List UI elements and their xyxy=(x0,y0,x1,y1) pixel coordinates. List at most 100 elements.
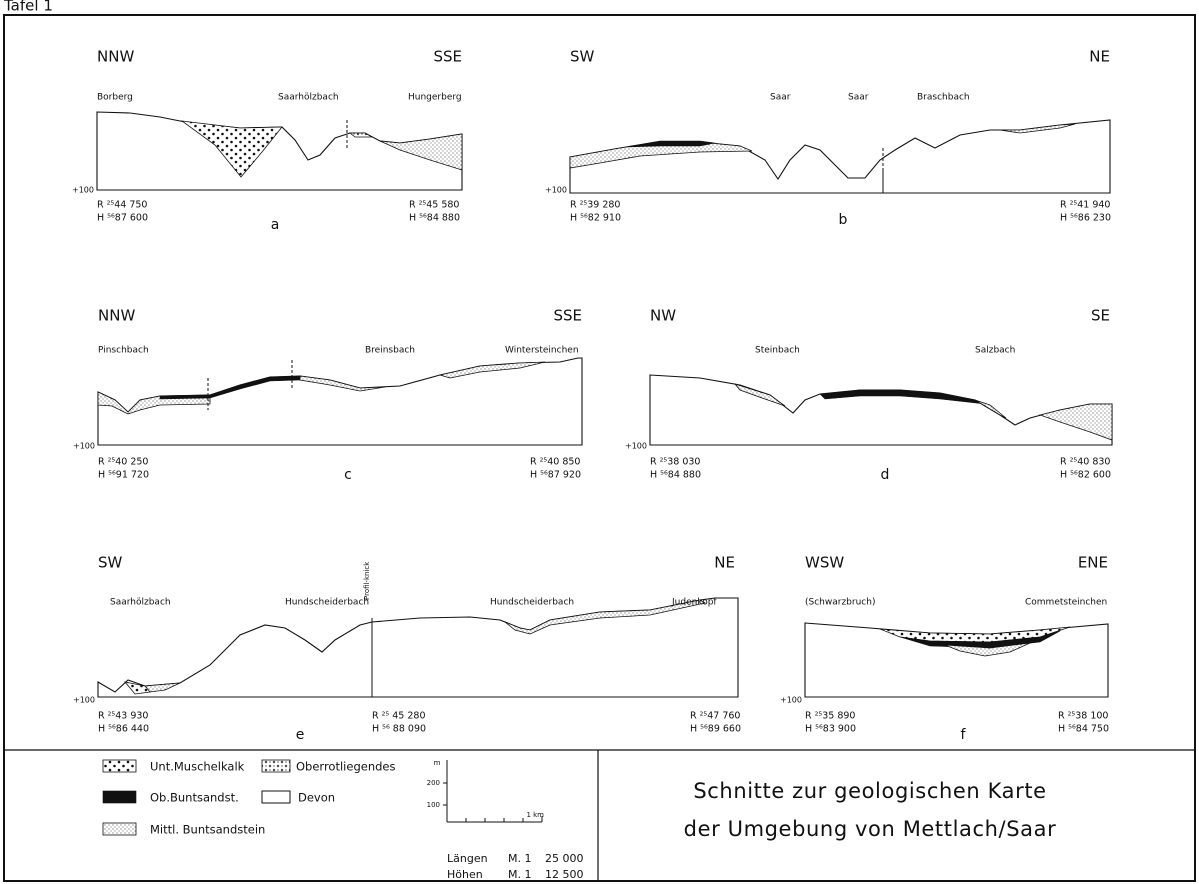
section-letter: b xyxy=(839,212,848,228)
base-label: +100 xyxy=(73,442,95,451)
sheet-label: Tafel 1 xyxy=(3,0,53,15)
coordinate: R ²⁵43 930 xyxy=(98,711,148,722)
coordinate: H ⁵⁶82 910 xyxy=(570,213,621,224)
coordinate: R ²⁵40 250 xyxy=(98,457,148,468)
coordinate: H ⁵⁶82 600 xyxy=(1060,470,1111,481)
coordinate: R ²⁵39 280 xyxy=(570,200,620,211)
direction-label: NW xyxy=(650,307,676,325)
page: {"header": {"title": "Tafel 1"}, "sectio… xyxy=(0,0,1199,884)
coordinate: H ⁵⁶86 440 xyxy=(98,724,149,735)
place-label: Saar xyxy=(848,93,869,103)
title-line: Schnitte zur geologischen Karte xyxy=(693,779,1046,803)
profile-outline xyxy=(650,375,1112,445)
direction-label: ENE xyxy=(1078,554,1108,572)
coordinate: H ⁵⁶84 750 xyxy=(1058,724,1109,735)
legend-label: Ob.Buntsandst. xyxy=(150,791,239,805)
coordinate: H ⁵⁶87 600 xyxy=(97,213,148,224)
direction-label: SSE xyxy=(433,48,462,66)
direction-label: WSW xyxy=(805,554,844,572)
profile-b xyxy=(570,120,1110,193)
coordinate: R ²⁵40 850 xyxy=(530,457,580,468)
place-label: Saar xyxy=(770,93,791,103)
coordinate: R ²⁵ 45 280 xyxy=(372,711,426,722)
place-label: Saarhölzbach xyxy=(278,93,339,103)
legend-swatch xyxy=(103,760,136,772)
base-label: +100 xyxy=(72,186,94,195)
direction-label: NNW xyxy=(97,48,134,66)
profile-a xyxy=(97,112,462,190)
coordinate: H ⁵⁶89 660 xyxy=(690,724,741,735)
coordinate: R ²⁵40 830 xyxy=(1060,457,1110,468)
title-line: der Umgebung von Mettlach/Saar xyxy=(684,817,1057,841)
legend-label: Oberrotliegendes xyxy=(296,760,395,774)
sheet: Tafel 1 NNW SSE Borberg Saarhölzbach Hungerbe… xyxy=(0,0,1199,884)
legend-label: Mittl. Buntsandstein xyxy=(150,823,265,837)
legend-swatch xyxy=(262,760,290,772)
place-label: Judenkopf xyxy=(671,598,717,608)
base-label: +100 xyxy=(780,696,802,705)
profile-f xyxy=(805,623,1108,697)
base-label: +100 xyxy=(625,442,647,451)
place-label: Salzbach xyxy=(975,346,1015,356)
profile-c xyxy=(98,358,582,445)
direction-label: NE xyxy=(1089,48,1110,66)
legend-label: Unt.Muschelkalk xyxy=(150,760,245,774)
coordinate: R ²⁵47 760 xyxy=(690,711,740,722)
scale-text: Höhen xyxy=(447,868,483,881)
coordinate: H ⁵⁶ 88 090 xyxy=(372,724,426,735)
coordinate: H ⁵⁶91 720 xyxy=(98,470,149,481)
base-label: +100 xyxy=(73,696,95,705)
place-label: Wintersteinchen xyxy=(505,346,579,356)
scale-text: 25 000 xyxy=(545,852,584,865)
place-label: Breinsbach xyxy=(365,346,415,356)
coordinate: H ⁵⁶83 900 xyxy=(805,724,856,735)
place-label: Pinschbach xyxy=(98,346,149,356)
scale-text: M. 1 xyxy=(508,852,531,865)
place-label: Saarhölzbach xyxy=(110,598,171,608)
direction-label: SW xyxy=(570,48,595,66)
section-letter: f xyxy=(961,727,967,743)
place-label: Steinbach xyxy=(755,346,800,356)
coordinate: R ²⁵35 890 xyxy=(805,711,855,722)
scale-text: Längen xyxy=(447,852,488,865)
scale-distance: 1 km xyxy=(526,811,544,819)
kink-label: Profil-knick xyxy=(363,561,371,600)
place-label: (Schwarzbruch) xyxy=(805,598,875,608)
legend-swatch xyxy=(103,823,136,835)
direction-label: SE xyxy=(1091,307,1110,325)
section-letter: a xyxy=(271,217,280,233)
coordinate: R ²⁵44 750 xyxy=(97,200,147,211)
scale-tick-label: 200 xyxy=(427,779,440,787)
direction-label: NNW xyxy=(98,307,135,325)
scale-tick-label: 100 xyxy=(427,801,440,809)
place-label: Hundscheiderbach xyxy=(285,598,369,608)
scale-unit: m xyxy=(434,759,441,767)
coordinate: H ⁵⁶87 920 xyxy=(530,470,581,481)
base-label: +100 xyxy=(545,186,567,195)
direction-label: SW xyxy=(98,554,123,572)
legend-swatch xyxy=(262,791,290,803)
coordinate: H ⁵⁶84 880 xyxy=(409,213,460,224)
scale-text: M. 1 xyxy=(508,868,531,881)
coordinate: R ²⁵45 580 xyxy=(409,200,459,211)
legend-label: Devon xyxy=(298,791,335,805)
profile-e xyxy=(98,598,738,697)
place-label: Hundscheiderbach xyxy=(490,598,574,608)
scale-text: 12 500 xyxy=(545,868,584,881)
coordinate: R ²⁵38 100 xyxy=(1058,711,1108,722)
section-letter: d xyxy=(881,467,890,483)
coordinate: H ⁵⁶84 880 xyxy=(650,470,701,481)
direction-label: NE xyxy=(714,554,735,572)
place-label: Borberg xyxy=(97,93,133,103)
section-letter: e xyxy=(296,727,305,743)
legend-swatch xyxy=(103,791,136,803)
section-letter: c xyxy=(344,467,352,483)
coordinate: R ²⁵41 940 xyxy=(1060,200,1110,211)
direction-label: SSE xyxy=(553,307,582,325)
place-label: Hungerberg xyxy=(408,93,462,103)
place-label: Commetsteinchen xyxy=(1025,598,1107,608)
coordinate: R ²⁵38 030 xyxy=(650,457,700,468)
profile-d xyxy=(650,375,1112,445)
place-label: Braschbach xyxy=(917,93,970,103)
coordinate: H ⁵⁶86 230 xyxy=(1060,213,1111,224)
